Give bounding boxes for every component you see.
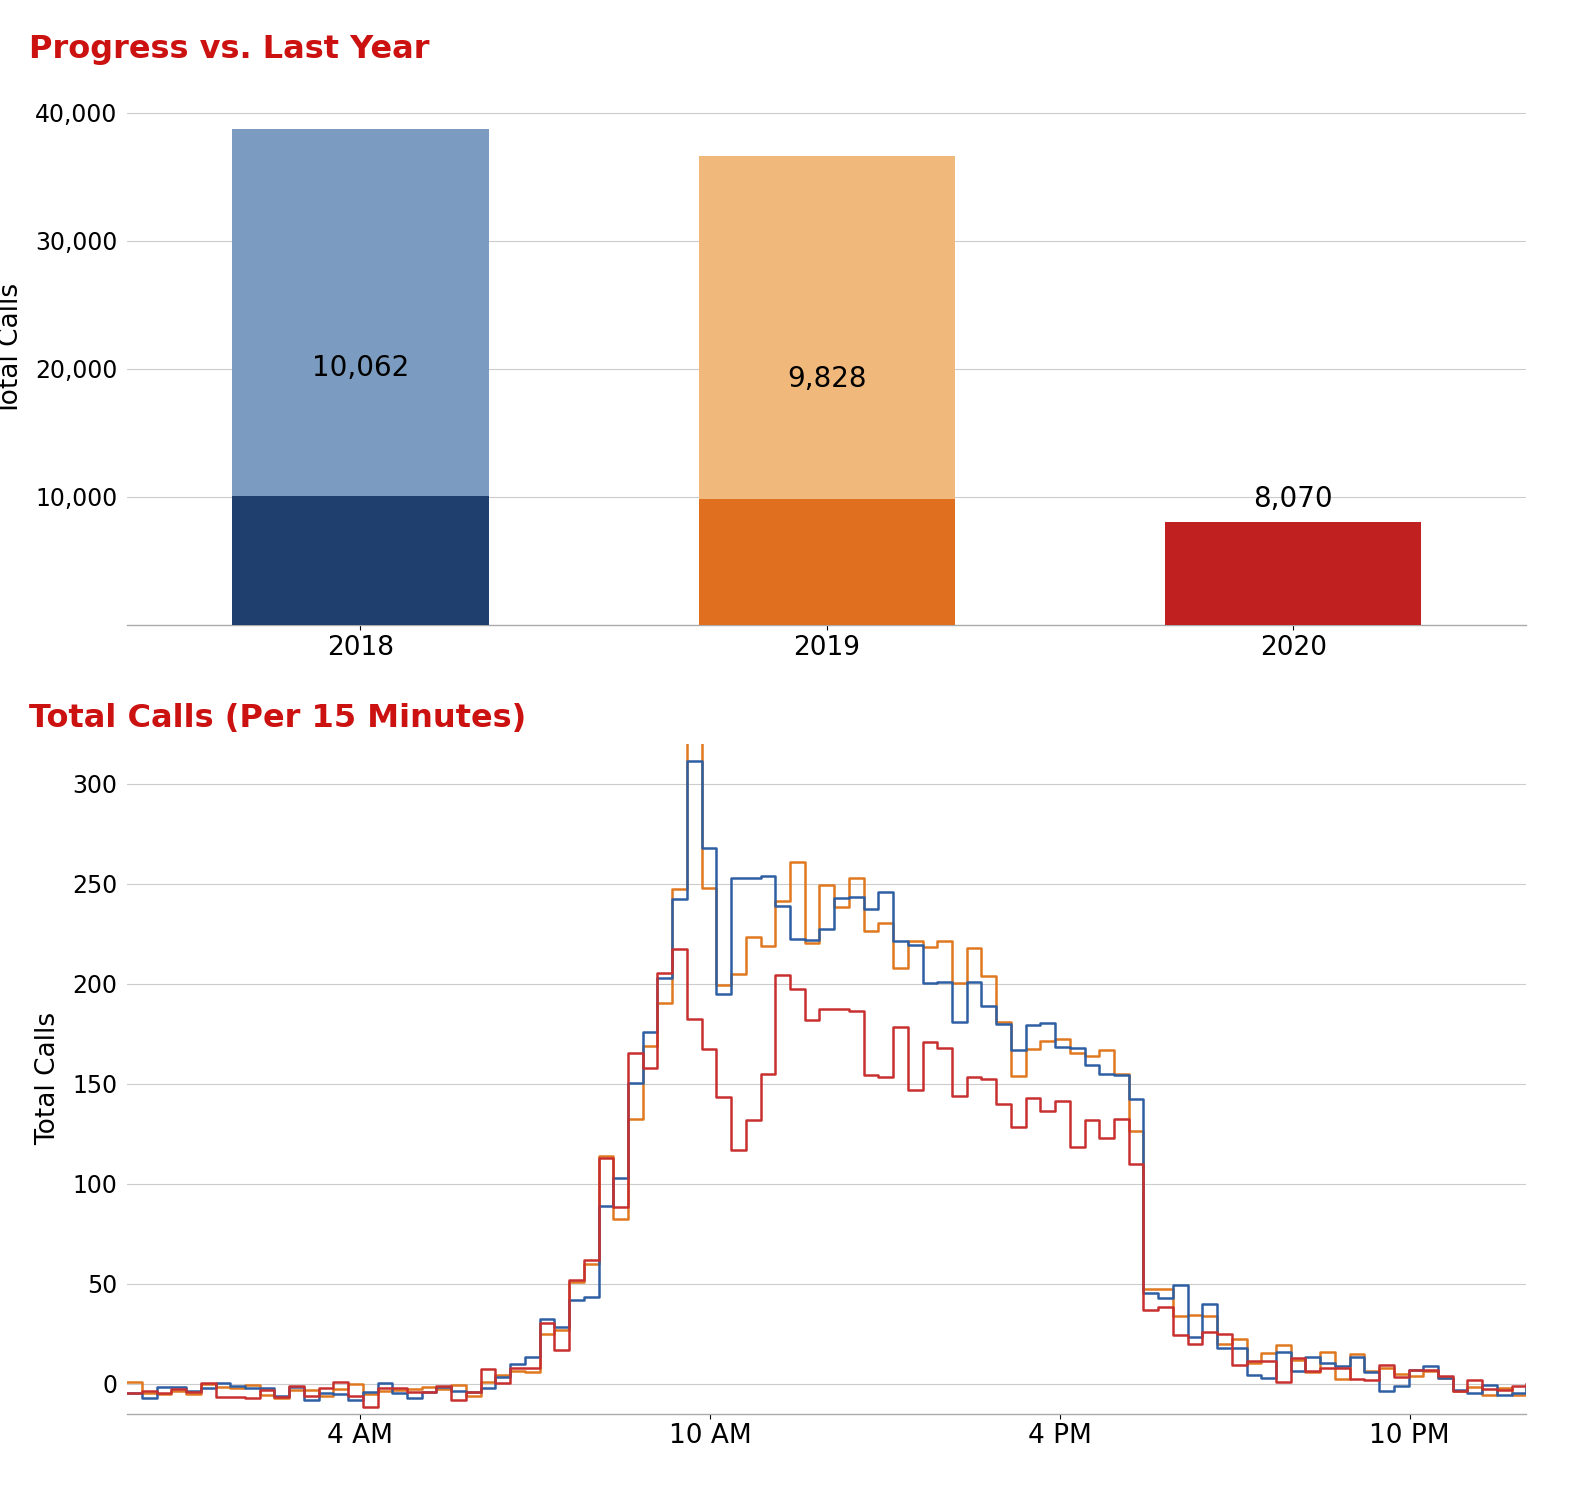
Y-axis label: Total Calls: Total Calls — [0, 283, 24, 417]
Text: 10,062: 10,062 — [312, 354, 409, 382]
Bar — [1165, 522, 1421, 625]
Bar — [232, 129, 488, 496]
Y-axis label: Total Calls: Total Calls — [35, 1012, 60, 1146]
Text: 9,828: 9,828 — [787, 365, 867, 393]
Text: Progress vs. Last Year: Progress vs. Last Year — [29, 34, 429, 65]
Text: Total Calls (Per 15 Minutes): Total Calls (Per 15 Minutes) — [29, 704, 526, 735]
Bar — [698, 156, 956, 498]
Bar — [232, 496, 488, 625]
Bar — [698, 498, 956, 625]
Text: 8,070: 8,070 — [1253, 485, 1332, 513]
